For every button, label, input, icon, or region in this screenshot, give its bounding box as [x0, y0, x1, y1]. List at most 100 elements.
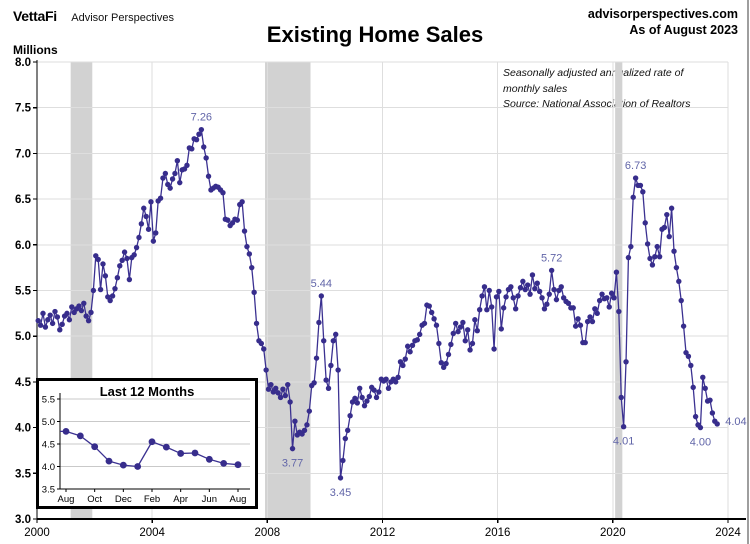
data-point — [433, 322, 440, 328]
annotation-label: 4.04 — [725, 416, 746, 428]
data-point — [606, 304, 612, 310]
data-point — [100, 261, 106, 267]
data-point — [546, 291, 552, 297]
data-point — [184, 162, 190, 168]
data-point — [575, 316, 581, 322]
data-point — [97, 286, 104, 293]
data-point — [642, 220, 648, 226]
data-point — [289, 445, 296, 452]
x-tick-label: 2004 — [139, 527, 165, 539]
data-point — [565, 300, 572, 306]
inset-data-point — [119, 461, 127, 469]
data-point — [376, 389, 382, 395]
data-point — [311, 380, 317, 386]
data-point — [582, 339, 588, 346]
inset-data-point — [148, 438, 156, 446]
data-point — [608, 290, 615, 296]
data-point — [357, 385, 363, 391]
data-point — [258, 340, 265, 347]
logo-subtitle: Advisor Perspectives — [71, 12, 174, 24]
data-point — [119, 257, 125, 264]
y-tick-label: 6.0 — [15, 240, 31, 252]
data-point — [287, 399, 293, 405]
data-point — [172, 170, 178, 177]
data-point — [145, 226, 152, 232]
annotation-label: 7.26 — [191, 112, 212, 124]
data-point — [352, 395, 358, 402]
data-point — [697, 424, 704, 431]
data-point — [676, 278, 682, 285]
data-point — [690, 384, 696, 391]
inset-x-tick-label: Dec — [115, 494, 132, 505]
data-point — [112, 285, 118, 292]
data-point — [714, 421, 720, 427]
y-tick-label: 4.0 — [15, 423, 31, 435]
inset-x-tick-label: Aug — [230, 494, 247, 505]
data-point — [337, 475, 344, 481]
data-point — [611, 295, 617, 301]
data-point — [632, 175, 639, 181]
inset-y-tick-label: 3.5 — [42, 485, 55, 496]
data-point — [460, 319, 466, 326]
inset-data-point — [220, 459, 228, 467]
inset-data-point — [191, 449, 199, 457]
data-point — [584, 318, 591, 325]
data-point — [239, 199, 245, 205]
data-point — [539, 295, 545, 301]
data-point — [484, 306, 490, 313]
data-point — [117, 263, 123, 269]
data-point — [273, 385, 279, 391]
inset-data-point — [162, 443, 170, 451]
data-point — [37, 322, 44, 328]
data-point — [436, 340, 442, 347]
data-point — [342, 435, 349, 442]
data-point — [510, 295, 516, 301]
data-point — [572, 323, 579, 329]
annotation-label: 3.77 — [282, 458, 303, 470]
data-point — [395, 374, 401, 381]
data-point — [541, 306, 548, 312]
data-point — [261, 346, 267, 352]
data-point — [59, 321, 65, 328]
data-point — [472, 317, 478, 323]
data-point — [393, 379, 399, 385]
data-point — [143, 213, 149, 220]
data-point — [709, 410, 716, 416]
data-point — [520, 278, 526, 285]
data-point — [553, 296, 560, 303]
data-point — [244, 243, 250, 250]
data-point — [692, 413, 699, 420]
header-logo-row: VettaFi Advisor Perspectives — [13, 8, 174, 26]
data-point — [383, 376, 389, 382]
data-point — [503, 294, 509, 300]
data-point — [548, 267, 555, 274]
inset-x-tick-label: Jun — [202, 494, 217, 505]
data-point — [445, 351, 452, 358]
data-point — [347, 413, 353, 419]
data-point — [534, 280, 540, 286]
data-point — [321, 338, 327, 344]
inset-data-point — [234, 461, 242, 469]
annotation-label: 4.01 — [613, 436, 634, 448]
data-point — [366, 393, 372, 400]
data-point — [673, 264, 680, 271]
data-point — [409, 342, 416, 349]
inset-y-tick-label: 5.0 — [42, 417, 55, 428]
data-point — [196, 131, 202, 137]
data-point — [189, 146, 195, 152]
data-point — [594, 310, 600, 317]
data-point — [491, 346, 497, 352]
data-point — [167, 185, 173, 191]
data-point — [702, 385, 708, 391]
data-point — [462, 338, 468, 344]
data-point — [81, 300, 87, 306]
data-point — [220, 190, 226, 196]
data-point — [623, 359, 629, 365]
data-point — [47, 312, 53, 318]
data-point — [225, 217, 231, 223]
data-point — [57, 327, 63, 333]
data-point — [148, 199, 154, 205]
data-point — [114, 275, 121, 281]
data-point — [83, 313, 89, 319]
data-point — [40, 310, 46, 317]
